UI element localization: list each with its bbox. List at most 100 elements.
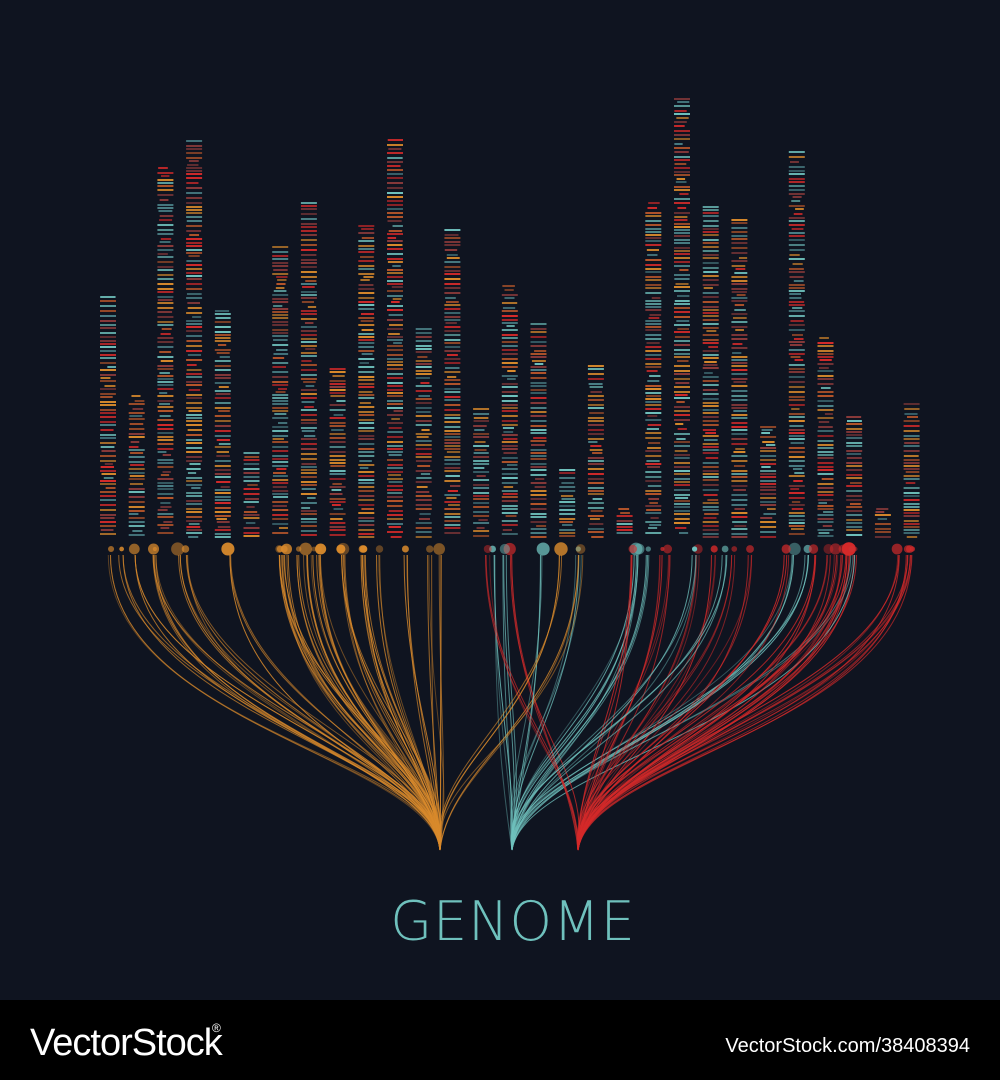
stripe — [731, 288, 748, 290]
stripe — [788, 193, 805, 195]
stripe — [906, 536, 918, 538]
stripe — [647, 415, 658, 417]
stripe — [186, 145, 203, 147]
stripe — [531, 444, 545, 446]
stripe — [648, 442, 661, 444]
stripe — [645, 408, 662, 410]
stripe — [645, 532, 662, 534]
stripe — [415, 504, 432, 506]
stripe — [157, 307, 174, 309]
stripe — [620, 512, 630, 514]
stripe — [186, 152, 203, 154]
stripe — [157, 532, 174, 534]
stripe — [559, 486, 576, 488]
stripe — [731, 455, 748, 457]
stripe — [444, 330, 461, 332]
stripe — [358, 245, 375, 247]
stripe — [903, 425, 920, 427]
stripe — [674, 386, 690, 388]
stripe — [186, 140, 203, 142]
stripe — [501, 337, 518, 339]
stripe — [817, 440, 834, 442]
stripe — [360, 320, 374, 322]
stripe — [702, 354, 719, 356]
stripe — [272, 329, 289, 331]
stripe — [903, 475, 920, 477]
dot — [275, 545, 284, 553]
curve — [511, 554, 697, 851]
stripe — [100, 514, 116, 516]
stripe — [530, 402, 547, 404]
stripe — [444, 241, 461, 243]
stripe — [186, 275, 203, 277]
stripe — [187, 164, 199, 166]
stripe — [300, 419, 317, 421]
stripe — [272, 435, 289, 437]
stripe — [676, 117, 689, 119]
stripe — [530, 466, 547, 468]
stripe — [300, 510, 317, 512]
stripe — [217, 344, 227, 346]
stripe — [128, 510, 145, 512]
curve — [360, 554, 442, 851]
stripe — [300, 513, 317, 515]
stripe — [415, 460, 432, 462]
stripe — [329, 470, 346, 472]
stripe — [819, 359, 832, 361]
stripe — [186, 369, 202, 371]
stripe — [157, 278, 174, 280]
curve — [577, 554, 831, 851]
stripe — [186, 335, 203, 337]
stripe — [387, 485, 403, 487]
stripe — [186, 364, 197, 366]
stripe — [674, 134, 690, 136]
stripe — [502, 427, 515, 429]
dot — [119, 546, 125, 552]
stripe — [101, 473, 116, 475]
stripe — [645, 471, 662, 473]
stripe — [767, 508, 776, 510]
stripe — [157, 410, 174, 412]
stripe — [530, 366, 547, 368]
stripe — [817, 469, 834, 471]
stripe — [702, 306, 719, 308]
stripe — [387, 436, 403, 438]
stripe — [702, 327, 719, 329]
stripe — [214, 469, 231, 471]
stripe — [702, 250, 719, 252]
stripe — [157, 436, 174, 438]
stripe — [702, 479, 719, 481]
stripe — [445, 322, 457, 324]
stripe — [731, 300, 748, 302]
stripe — [388, 148, 402, 150]
stripe — [358, 232, 375, 234]
stripe — [674, 189, 690, 191]
stripe — [186, 376, 203, 378]
stripe — [503, 431, 514, 433]
stripe — [157, 524, 174, 526]
stripe — [300, 208, 317, 210]
stripe — [645, 320, 662, 322]
stripe — [788, 224, 805, 226]
stripe — [736, 294, 746, 296]
stripe — [587, 468, 604, 470]
stripe — [731, 528, 748, 530]
stripe — [817, 430, 834, 432]
stripe — [216, 481, 231, 483]
stripe — [444, 520, 461, 522]
stripe — [731, 414, 748, 416]
stripe — [587, 404, 604, 406]
stripe — [387, 295, 403, 297]
stripe — [674, 373, 690, 375]
stripe — [157, 509, 168, 511]
stripe — [702, 502, 719, 504]
stripe — [272, 479, 289, 481]
stripe — [272, 430, 289, 432]
curve — [510, 554, 543, 851]
stripe — [130, 452, 144, 454]
stripe — [186, 192, 203, 194]
stripe — [501, 445, 518, 447]
stripe — [272, 381, 289, 383]
stripe — [674, 316, 690, 318]
stripe — [645, 259, 662, 261]
